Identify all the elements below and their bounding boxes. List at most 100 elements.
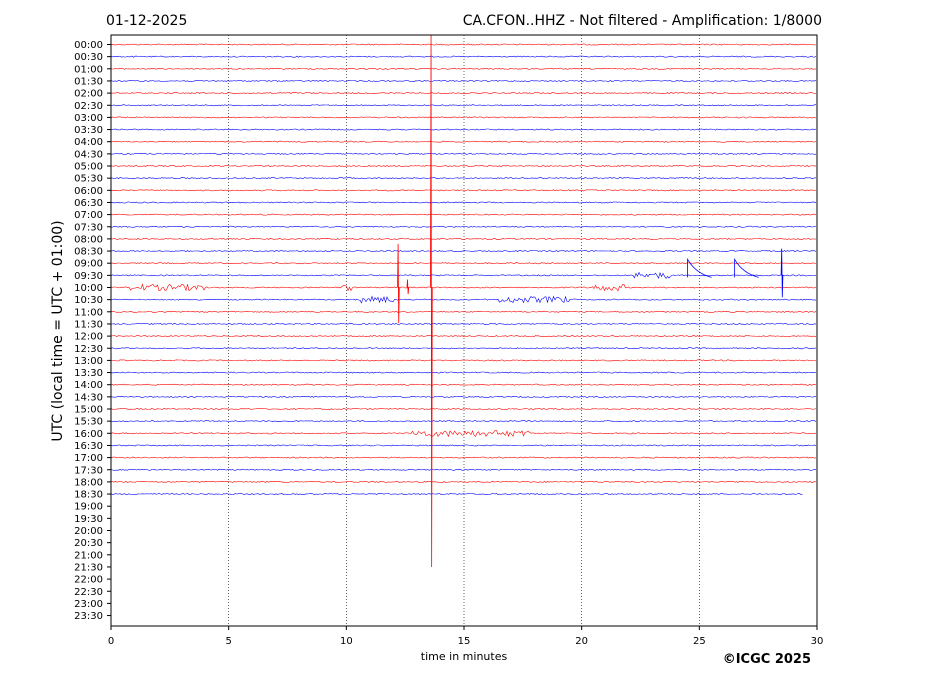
trace-18:00 (110, 480, 817, 483)
trace-08:30 (110, 250, 817, 252)
x-tick-label: 25 (693, 636, 706, 647)
trace-14:00 (110, 383, 817, 386)
step-09:30 (687, 257, 712, 278)
trace-10:30 (110, 295, 817, 304)
trace-01:00 (110, 67, 817, 70)
y-tick-label: 04:30 (74, 149, 103, 160)
spike-09:30 (780, 248, 784, 298)
trace-09:00 (110, 262, 816, 265)
y-tick-label: 05:00 (74, 162, 103, 173)
trace-15:30 (110, 420, 817, 423)
trace-14:30 (110, 395, 817, 398)
trace-04:30 (110, 152, 817, 155)
trace-17:00 (110, 456, 817, 459)
y-axis-label: UTC (local time = UTC + 01:00) (50, 220, 66, 441)
seismic-traces (110, 43, 817, 495)
x-tick-label: 30 (811, 636, 824, 647)
trace-12:00 (110, 335, 817, 338)
trace-01:30 (110, 79, 817, 82)
trace-00:00 (110, 43, 817, 46)
trace-15:00 (110, 408, 817, 410)
y-tick-label: 07:00 (74, 210, 103, 221)
y-tick-label: 02:30 (74, 101, 103, 112)
trace-07:00 (110, 213, 817, 216)
x-tick-label: 5 (225, 636, 231, 647)
trace-13:30 (110, 371, 817, 374)
trace-05:30 (110, 177, 817, 180)
trace-10:00 (110, 283, 817, 292)
y-tick-label: 14:00 (74, 380, 103, 391)
trace-02:30 (110, 104, 817, 107)
y-tick-label: 19:30 (74, 514, 103, 525)
trace-08:00 (110, 237, 817, 240)
trace-17:30 (110, 468, 817, 471)
trace-03:00 (110, 116, 817, 119)
y-tick-label: 07:30 (74, 222, 103, 233)
x-tick-label: 0 (108, 636, 114, 647)
trace-04:00 (110, 140, 817, 143)
plot-frame (110, 34, 818, 627)
y-tick-label: 02:00 (74, 89, 103, 100)
y-tick-label: 16:00 (74, 429, 103, 440)
trace-03:30 (110, 128, 817, 131)
y-tick-label: 04:00 (74, 137, 103, 148)
y-tick-label: 13:00 (74, 356, 103, 367)
y-tick-label: 21:00 (74, 550, 103, 561)
vertical-gridlines (228, 35, 700, 626)
spike-10:00 (406, 279, 410, 295)
y-tick-label: 20:30 (74, 538, 103, 549)
x-tick-labels: 0 5 10 15 20 25 30 (108, 626, 824, 647)
y-tick-label: 00:30 (74, 52, 103, 63)
x-tick-label: 10 (340, 636, 353, 647)
x-axis-label: time in minutes (421, 650, 508, 663)
trace-00:30 (110, 55, 817, 58)
y-tick-label: 15:00 (74, 405, 103, 416)
y-tick-label: 12:30 (74, 344, 103, 355)
seismic-events (397, 34, 784, 567)
trace-05:00 (110, 165, 817, 167)
x-tick-label: 15 (458, 636, 471, 647)
y-tick-label: 18:30 (74, 490, 103, 501)
trace-07:30 (110, 225, 817, 228)
y-tick-label: 11:00 (74, 307, 103, 318)
y-tick-label: 18:00 (74, 477, 103, 488)
trace-13:00 (110, 359, 817, 362)
y-tick-label: 08:00 (74, 234, 103, 245)
y-tick-label: 17:00 (74, 453, 103, 464)
spike-10:00 (430, 34, 433, 567)
y-tick-label: 01:30 (74, 76, 103, 87)
y-tick-label: 17:30 (74, 465, 103, 476)
y-tick-label: 09:00 (74, 259, 103, 270)
y-tick-label: 21:30 (74, 562, 103, 573)
trace-16:00 (110, 430, 817, 438)
y-tick-label: 12:00 (74, 332, 103, 343)
y-tick-label: 08:30 (74, 247, 103, 258)
y-tick-label: 03:00 (74, 113, 103, 124)
y-tick-label: 05:30 (74, 174, 103, 185)
trace-11:00 (110, 310, 817, 313)
y-tick-label: 13:30 (74, 368, 103, 379)
x-tick-label: 20 (575, 636, 588, 647)
y-tick-label: 11:30 (74, 319, 103, 330)
y-tick-label: 03:30 (74, 125, 103, 136)
chart-title: CA.CFON..HHZ - Not filtered - Amplificat… (463, 13, 822, 29)
trace-06:00 (111, 189, 817, 192)
trace-18:30 (110, 492, 803, 495)
trace-11:30 (110, 323, 817, 325)
y-tick-label: 00:00 (74, 40, 103, 51)
date-label: 01-12-2025 (106, 13, 187, 29)
y-tick-label: 09:30 (74, 271, 103, 282)
y-tick-label: 01:00 (74, 64, 103, 75)
y-tick-label: 23:30 (74, 611, 103, 622)
y-tick-label: 06:30 (74, 198, 103, 209)
trace-02:00 (110, 92, 817, 95)
copyright-label: ©ICGC 2025 (723, 652, 811, 667)
step-09:30 (734, 257, 759, 278)
y-tick-label: 16:30 (74, 441, 103, 452)
y-tick-label: 23:00 (74, 599, 103, 610)
y-tick-label: 20:00 (74, 526, 103, 537)
y-tick-label: 06:00 (74, 186, 103, 197)
trace-06:30 (110, 201, 817, 204)
